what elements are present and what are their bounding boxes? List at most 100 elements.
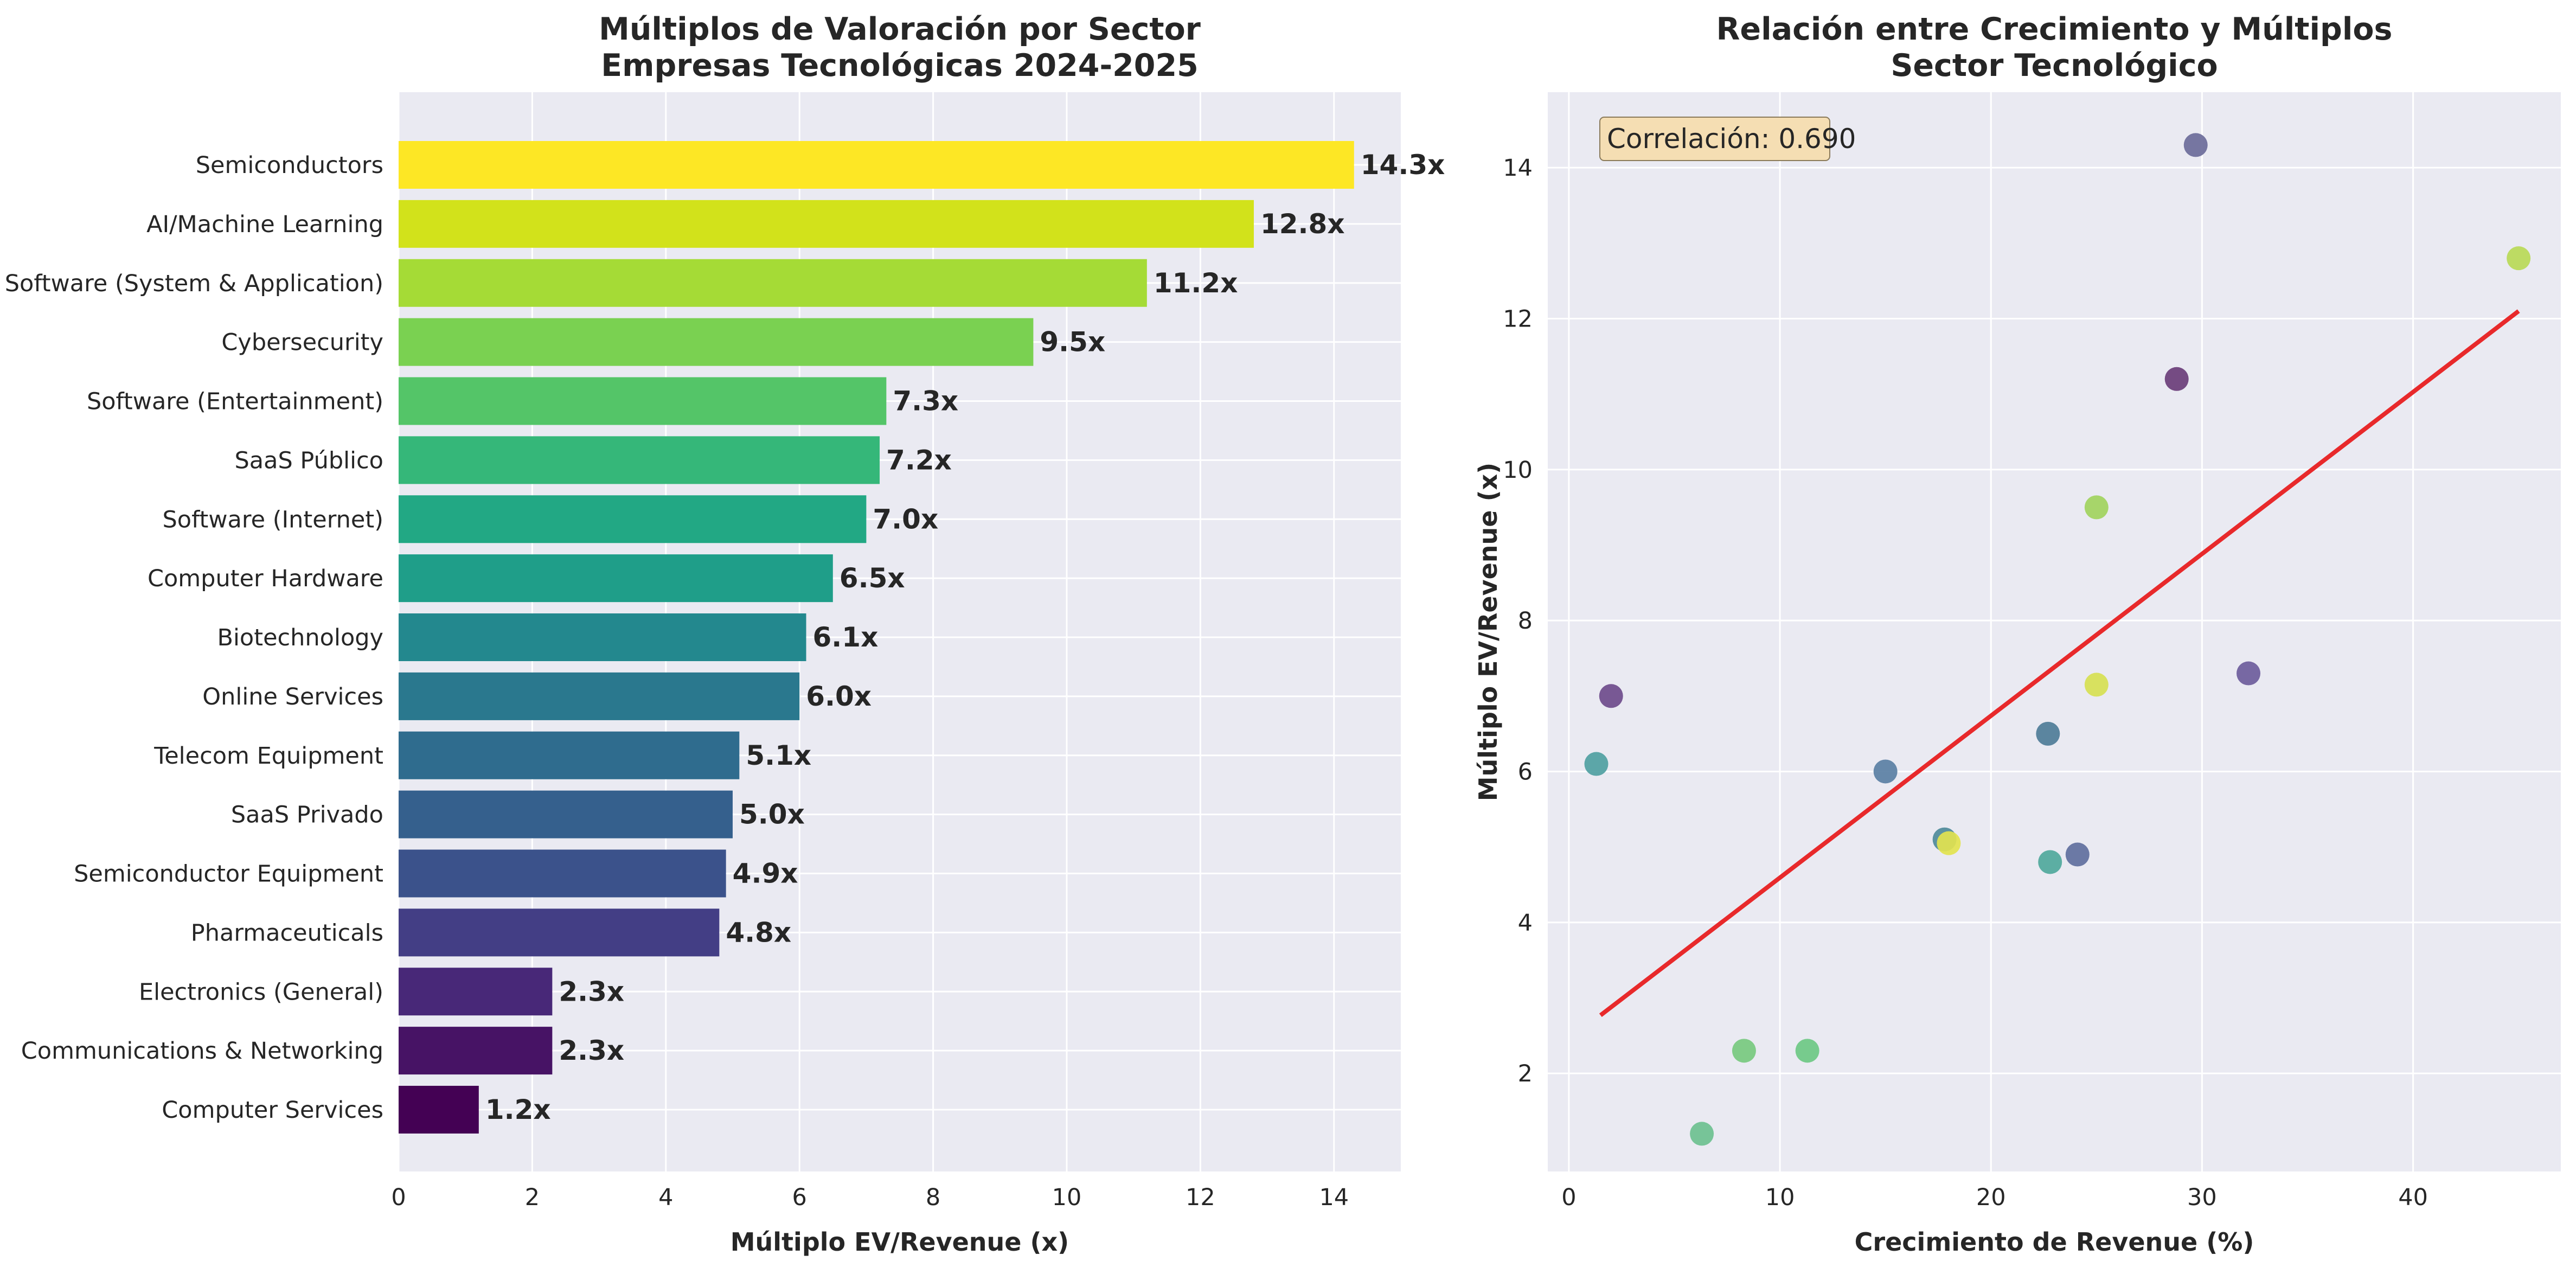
category-label: SaaS Público [234,447,383,474]
x-tick-label: 30 [2187,1184,2217,1211]
bar [399,141,1354,189]
bar-value-label: 1.2x [485,1094,551,1125]
x-tick-label: 12 [1186,1184,1215,1211]
scatter-point [1599,684,1623,708]
right-y-tick-labels: 2 4 6 8 10 12 14 [1503,155,1533,1087]
right-plot-area [1548,92,2561,1171]
bar-value-label: 7.0x [873,503,938,535]
bar-value-label: 14.3x [1361,149,1445,181]
bar-value-labels: 14.3x 12.8x 11.2x 9.5x 7.3x 7.2x 7.0x 6.5x 6.1x 6… [485,149,1445,1125]
correlation-annotation: Correlación: 0.690 [1599,117,1856,161]
right-y-axis-label: Múltiplo EV/Revenue (x) [1473,463,1503,801]
scatter-point [2183,133,2208,157]
y-tick-label: 6 [1518,758,1533,785]
correlation-text: Correlación: 0.690 [1607,123,1856,155]
bar [399,790,733,838]
category-label: AI/Machine Learning [146,211,383,238]
bar [399,318,1034,366]
x-tick-label: 0 [391,1184,406,1211]
scatter-point [2084,495,2109,520]
x-tick-label: 14 [1319,1184,1349,1211]
bar [399,908,720,957]
scatter-point [2036,721,2060,746]
x-tick-label: 10 [1765,1184,1795,1211]
title-line-2: Sector Tecnológico [1891,48,2218,84]
left-x-axis-label: Múltiplo EV/Revenue (x) [730,1227,1069,1257]
category-label: Telecom Equipment [153,742,383,770]
bar-value-label: 5.0x [739,799,805,830]
category-label: Communications & Networking [21,1038,383,1065]
category-label: Online Services [202,683,383,710]
category-label: Pharmaceuticals [191,919,383,946]
scatter-point [2237,661,2261,686]
bar-value-label: 7.3x [893,386,958,417]
y-tick-label: 10 [1503,457,1533,484]
bar-value-label: 11.2x [1154,267,1238,299]
bar [399,849,726,898]
correlation-box [1599,117,1830,161]
category-label: Software (Entertainment) [87,388,383,415]
trend-line [1599,309,2520,1017]
scatter-point [2164,367,2189,391]
bar-value-label: 6.5x [840,562,905,594]
category-label: Computer Hardware [148,565,383,592]
x-tick-label: 8 [926,1184,940,1211]
x-tick-label: 2 [525,1184,540,1211]
left-chart-title: Múltiplos de Valoración por Sector Empres… [599,11,1201,84]
x-tick-label: 4 [658,1184,673,1211]
bars [399,141,1354,1134]
category-label: Biotechnology [217,624,383,651]
scatter-point [1795,1039,1819,1063]
scatter-point [1873,759,1898,784]
scatter-points [1584,133,2531,1146]
bar-value-label: 6.0x [806,681,872,712]
category-label: SaaS Privado [231,802,383,829]
bar [399,200,1254,248]
category-label: Semiconductor Equipment [74,861,383,888]
category-tick-labels: Semiconductors AI/Machine Learning Softwar… [5,152,383,1124]
x-tick-label: 40 [2398,1184,2428,1211]
left-x-tick-labels: 0 2 4 6 8 10 12 14 [391,1184,1349,1211]
scatter-point [2065,842,2090,867]
right-gridlines [1548,92,2561,1171]
y-tick-label: 14 [1503,155,1533,182]
right-x-axis-label: Crecimiento de Revenue (%) [1855,1227,2254,1257]
bar [399,968,553,1016]
bar-value-label: 12.8x [1260,208,1345,240]
bar [399,436,880,484]
category-label: Semiconductors [196,152,383,179]
title-line-1: Múltiplos de Valoración por Sector [599,11,1201,47]
category-label: Software (System & Application) [5,270,383,297]
bar [399,613,806,661]
title-line-2: Empresas Tecnológicas 2024-2025 [601,48,1199,84]
scatter-point [1690,1122,1714,1146]
bar-value-label: 2.3x [559,976,624,1007]
scatter-point [2038,850,2062,874]
bar-value-label: 4.9x [733,858,798,889]
y-tick-label: 2 [1518,1060,1533,1087]
bar [399,672,800,720]
category-label: Computer Services [162,1097,383,1124]
bar-value-label: 2.3x [559,1035,624,1066]
title-line-1: Relación entre Crecimiento y Múltiplos [1716,11,2393,47]
bar [399,1086,479,1134]
scatter-point [2084,673,2109,697]
x-tick-label: 6 [792,1184,807,1211]
scatter-point [2507,246,2531,271]
category-label: Software (Internet) [162,506,383,533]
bar [399,495,867,543]
bar-value-label: 9.5x [1040,326,1105,358]
bar-value-label: 6.1x [813,622,879,653]
scatter-point [1937,831,1961,855]
bar [399,731,740,779]
bar [399,377,887,425]
bar [399,259,1147,307]
category-label: Cybersecurity [221,329,383,356]
right-x-tick-labels: 0 10 20 30 40 [1561,1184,2428,1211]
bar-value-label: 5.1x [746,740,811,771]
y-tick-label: 8 [1518,607,1533,635]
scatter-point [1584,752,1609,776]
x-tick-label: 20 [1976,1184,2006,1211]
